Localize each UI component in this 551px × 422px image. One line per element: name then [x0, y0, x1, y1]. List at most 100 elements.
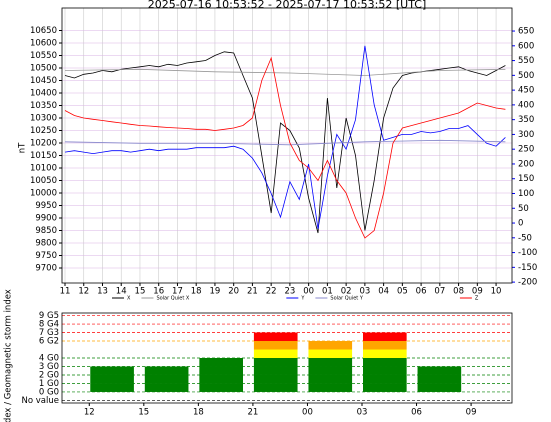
bar-segment	[308, 341, 353, 350]
bar-segment	[363, 366, 407, 375]
y-tick-label: 9 G5	[39, 311, 59, 321]
y-tick-label: 4 G0	[39, 354, 59, 364]
y-tick-label: 10150	[30, 151, 57, 161]
bar-segment	[417, 366, 462, 375]
x-tick-label: 12	[84, 408, 95, 418]
y2-tick-label: 0	[518, 219, 523, 229]
x-tick-label: 20	[228, 287, 239, 297]
y-tick-label: 2 G0	[39, 370, 59, 380]
y-tick-label: 8 G4	[39, 320, 59, 330]
x-tick-label: 05	[397, 287, 408, 297]
legend-label: X	[127, 296, 131, 302]
y2-tick-label: 650	[518, 27, 534, 37]
bar-segment	[308, 366, 353, 375]
bar-segment	[253, 358, 298, 367]
x-tick-label: 07	[434, 287, 445, 297]
y-tick-label: 9950	[35, 201, 57, 211]
x-tick-label: 17	[172, 287, 183, 297]
y-tick-label: 0 G0	[39, 387, 59, 397]
bar-segment	[199, 374, 243, 384]
x-tick-label: 06	[411, 408, 422, 418]
bar-segment	[308, 374, 353, 384]
x-tick-label: 13	[97, 287, 108, 297]
y-tick-label: 10500	[30, 64, 57, 74]
x-tick-label: 23	[284, 287, 295, 297]
y-tick-label: 10300	[30, 114, 57, 124]
y2-tick-label: 400	[518, 100, 534, 110]
bar-segment	[363, 358, 407, 367]
bar-segment	[253, 374, 298, 384]
bar-segment	[363, 332, 407, 342]
y2-tick-label: 350	[518, 115, 534, 125]
y-tick-label: 10100	[30, 164, 57, 174]
x-tick-label: 01	[322, 287, 333, 297]
y-axis-label: index / Geomagnetic storm index	[4, 289, 14, 422]
y-tick-label: 1 G0	[39, 379, 59, 389]
y-tick-label: 10600	[30, 39, 57, 49]
y-tick-label: No value	[22, 396, 59, 406]
y2-tick-label: -100	[518, 248, 537, 258]
x-tick-label: 09	[466, 408, 477, 418]
bar-segment	[417, 383, 462, 392]
y-tick-label: 10350	[30, 101, 57, 111]
bar-segment	[144, 366, 189, 375]
y-tick-label: 9750	[35, 251, 57, 261]
data-line	[64, 45, 506, 229]
bar-segment	[90, 374, 134, 384]
bar-segment	[363, 374, 407, 384]
x-tick-label: 09	[472, 287, 483, 297]
data-line	[64, 56, 506, 239]
x-tick-label: 08	[453, 287, 464, 297]
x-tick-label: 11	[60, 287, 71, 297]
x-tick-label: 21	[247, 287, 258, 297]
y2-tick-label: 550	[518, 56, 534, 66]
y-tick-label: 9700	[35, 264, 57, 274]
x-tick-label: 12	[78, 287, 89, 297]
bar-segment	[144, 374, 189, 384]
x-tick-label: 19	[210, 287, 221, 297]
y2-tick-label: 600	[518, 41, 534, 51]
x-tick-label: 03	[359, 287, 370, 297]
data-line	[64, 139, 506, 146]
x-tick-label: 15	[135, 287, 146, 297]
y2-tick-label: -50	[518, 233, 532, 243]
y2-tick-label: -200	[518, 278, 537, 288]
y-tick-label: 6 G2	[39, 337, 59, 347]
x-tick-label: 04	[378, 287, 389, 297]
y2-tick-label: 50	[518, 204, 529, 214]
x-tick-label: 18	[193, 408, 204, 418]
bar-segment	[144, 383, 189, 392]
y2-tick-label: 150	[518, 174, 534, 184]
legend-label: Z	[475, 296, 479, 302]
legend-label: Solar Quiet X	[156, 296, 189, 302]
y-tick-label: 10450	[30, 76, 57, 86]
x-tick-label: 02	[341, 287, 352, 297]
y2-tick-label: 450	[518, 86, 534, 96]
legend-label: Solar Quiet Y	[330, 296, 363, 302]
bar-segment	[253, 332, 298, 342]
bar-segment	[253, 341, 298, 350]
bar-segment	[417, 374, 462, 384]
y-tick-label: 7 G3	[39, 328, 59, 338]
y-tick-label: 10200	[30, 139, 57, 149]
x-tick-label: 18	[191, 287, 202, 297]
bar-segment	[308, 358, 353, 367]
bar-segment	[199, 366, 243, 375]
bar-segment	[253, 349, 298, 358]
data-line	[64, 51, 506, 234]
y2-tick-label: -150	[518, 263, 537, 273]
y-tick-label: 9850	[35, 226, 57, 236]
bar-segment	[253, 383, 298, 392]
x-tick-label: 14	[116, 287, 127, 297]
y-tick-label: 9800	[35, 239, 57, 249]
plot-frame	[61, 312, 513, 404]
y-tick-label: 10400	[30, 89, 57, 99]
y2-tick-label: 100	[518, 189, 534, 199]
x-tick-label: 21	[247, 408, 258, 418]
y-tick-label: 10000	[30, 189, 57, 199]
bar-segment	[308, 349, 353, 358]
bar-segment	[363, 349, 407, 358]
legend-label: Y	[300, 296, 305, 302]
x-tick-label: 10	[491, 287, 502, 297]
y-tick-label: 10050	[30, 176, 57, 186]
